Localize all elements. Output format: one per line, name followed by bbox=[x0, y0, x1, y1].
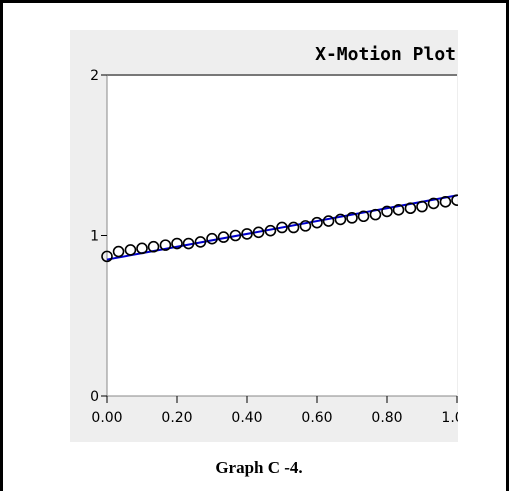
data-point bbox=[299, 220, 312, 232]
data-point bbox=[264, 224, 277, 237]
data-point bbox=[241, 228, 253, 240]
figure-caption: Graph C -4. bbox=[215, 458, 303, 477]
data-point bbox=[276, 221, 288, 234]
data-point bbox=[206, 232, 218, 245]
data-point bbox=[101, 250, 113, 263]
data-point bbox=[124, 244, 137, 256]
x-tick-label: 0.40 bbox=[231, 410, 262, 426]
data-point bbox=[147, 240, 160, 253]
data-point bbox=[287, 221, 300, 234]
data-point bbox=[381, 205, 393, 218]
data-point bbox=[416, 200, 428, 213]
x-tick-label: 1.00 bbox=[441, 410, 458, 426]
data-point bbox=[357, 210, 370, 223]
data-point bbox=[112, 245, 125, 258]
data-point bbox=[404, 202, 417, 215]
data-point bbox=[439, 195, 452, 208]
data-point bbox=[322, 215, 335, 227]
chart-title: X-Motion Plot bbox=[315, 44, 456, 65]
data-point bbox=[159, 239, 172, 251]
data-point bbox=[252, 226, 265, 239]
data-point bbox=[311, 216, 323, 229]
data-point bbox=[136, 242, 148, 255]
y-tick-label: 2 bbox=[90, 68, 99, 84]
chart-svg: X-Motion Plot 0 1 2 0.00 0.20 0.40 0.60 0.80 1.… bbox=[90, 44, 458, 426]
data-point bbox=[346, 212, 358, 224]
data-point bbox=[451, 194, 458, 206]
data-point bbox=[334, 213, 347, 226]
x-tick-label: 0.20 bbox=[161, 410, 192, 426]
data-point bbox=[369, 208, 382, 221]
x-tick-label: 0.00 bbox=[91, 410, 122, 426]
y-tick-label: 1 bbox=[90, 229, 99, 245]
fit-line bbox=[106, 194, 458, 261]
chart-panel: X-Motion Plot 0 1 2 0.00 0.20 0.40 0.60 0.80 1.… bbox=[70, 30, 458, 442]
data-point bbox=[171, 237, 183, 250]
x-tick-label: 0.80 bbox=[371, 410, 402, 426]
fit-line-layer bbox=[106, 194, 458, 261]
data-point bbox=[217, 231, 230, 243]
data-points-layer bbox=[101, 194, 458, 263]
plot-area bbox=[107, 75, 457, 396]
data-point bbox=[392, 204, 405, 216]
data-point bbox=[427, 197, 440, 210]
x-axis-ticks: 0.00 0.20 0.40 0.60 0.80 1.00 bbox=[91, 396, 458, 426]
x-tick-label: 0.60 bbox=[301, 410, 332, 426]
y-tick-label: 0 bbox=[90, 389, 99, 405]
data-point bbox=[194, 236, 207, 248]
y-axis-ticks: 0 1 2 bbox=[90, 68, 107, 405]
data-point bbox=[229, 229, 242, 242]
data-point bbox=[182, 237, 195, 250]
